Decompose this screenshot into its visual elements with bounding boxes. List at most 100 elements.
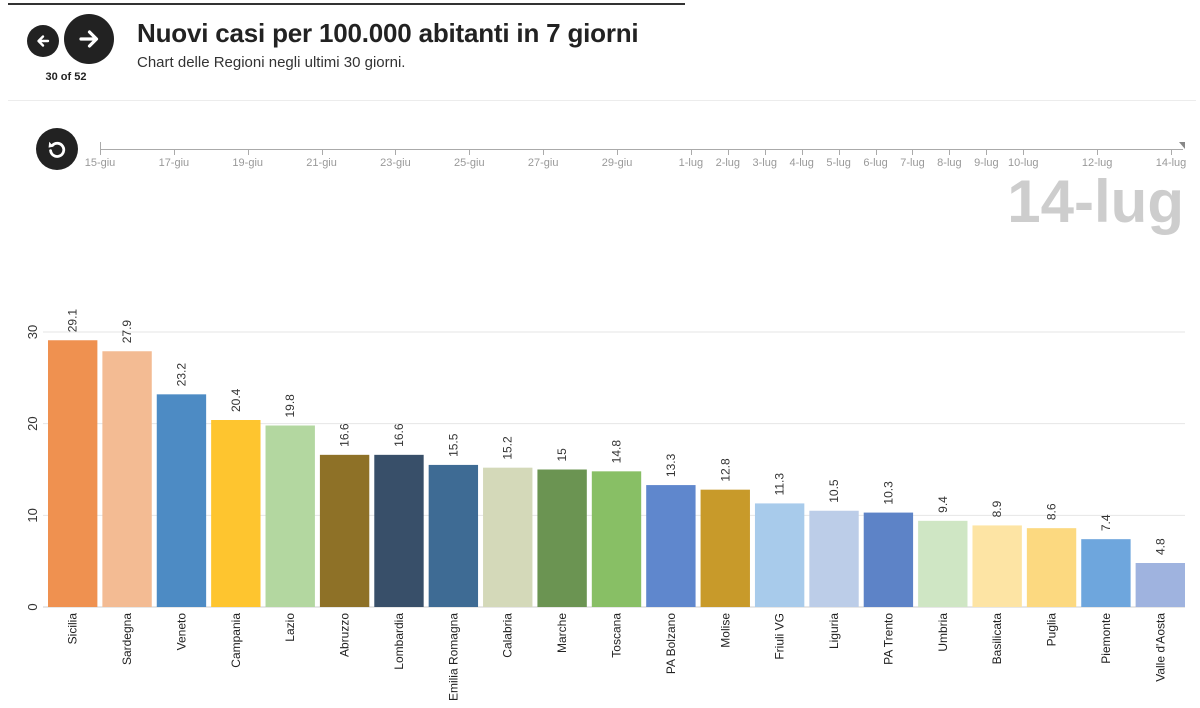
timeline-date-label[interactable]: 2-lug — [715, 157, 741, 169]
bar-value-label: 8.9 — [990, 500, 1004, 517]
bar-value-label: 8.6 — [1045, 503, 1059, 520]
bar — [918, 520, 968, 607]
timeline-tick — [100, 150, 101, 155]
timeline-date-label[interactable]: 7-lug — [900, 157, 925, 169]
timeline-tick — [395, 150, 397, 155]
timeline-date-label[interactable]: 25-giu — [454, 157, 485, 169]
timeline-date-label[interactable]: 19-giu — [232, 157, 264, 169]
category-label: Abruzzo — [338, 613, 352, 657]
bar — [156, 394, 207, 607]
timeline-tick — [1023, 150, 1025, 155]
next-button[interactable] — [64, 14, 114, 64]
timeline-tick — [543, 150, 545, 155]
timeline-tick — [838, 150, 840, 155]
bar — [483, 467, 533, 607]
timeline-tick — [173, 150, 175, 155]
previous-button[interactable] — [27, 25, 59, 57]
timeline-date-label[interactable]: 1-lug — [678, 157, 704, 169]
timeline-date-label[interactable]: 4-lug — [789, 157, 814, 169]
timeline-date-label[interactable]: 9-lug — [974, 157, 999, 169]
category-label: Calabria — [501, 613, 515, 658]
bar-value-label: 7.4 — [1099, 514, 1113, 531]
timeline-date-label[interactable]: 14-lug — [1155, 157, 1187, 169]
replay-button[interactable] — [36, 128, 78, 170]
bar — [48, 340, 98, 607]
timeline-date-label[interactable]: 8-lug — [937, 157, 962, 169]
timeline-tick — [617, 150, 619, 155]
bar-value-label: 27.9 — [120, 320, 134, 344]
bar-value-label: 4.8 — [1153, 538, 1167, 555]
timeline-tick — [986, 150, 988, 155]
bar — [428, 464, 479, 607]
category-label: Puglia — [1045, 613, 1059, 647]
bar — [863, 512, 914, 607]
timeline-handle[interactable] — [1179, 142, 1185, 149]
bar — [102, 351, 152, 607]
y-tick-label: 10 — [25, 508, 40, 522]
timeline-date-label[interactable]: 17-giu — [158, 157, 190, 169]
top-rule — [8, 3, 685, 5]
category-label: Molise — [718, 613, 732, 648]
category-label: Liguria — [827, 613, 841, 649]
category-label: PA Trento — [881, 613, 895, 665]
timeline-date-label[interactable]: 23-giu — [380, 157, 411, 169]
bar — [972, 525, 1022, 607]
bar — [265, 425, 315, 607]
timeline-tick — [1171, 150, 1172, 155]
timeline-tick — [727, 150, 729, 155]
timeline-date-label[interactable]: 29-giu — [601, 157, 633, 169]
timeline-tick — [949, 150, 951, 155]
bar — [754, 503, 805, 607]
y-tick-label: 0 — [25, 603, 40, 610]
timeline-track[interactable] — [100, 149, 1183, 150]
category-label: Toscana — [610, 613, 624, 658]
bar-value-label: 20.4 — [229, 388, 243, 412]
timeline-slider[interactable]: 15-giu 17-giu 19-giu 21-giu 23-giu 25-giu 27-g… — [0, 140, 1200, 180]
bar — [591, 471, 642, 607]
category-label: Veneto — [174, 613, 188, 651]
timeline-date-label[interactable]: 21-giu — [306, 157, 337, 169]
current-date-label: 14-lug — [1007, 168, 1184, 235]
bar-value-label: 11.3 — [773, 473, 787, 496]
timeline-tick — [1097, 150, 1099, 155]
arrow-right-icon — [76, 26, 102, 52]
bar — [211, 420, 261, 607]
timeline-date-label[interactable]: 12-lug — [1081, 157, 1113, 169]
arrow-left-icon — [35, 33, 51, 49]
bar-value-label: 14.8 — [610, 440, 624, 464]
bar-value-label: 29.1 — [66, 309, 80, 333]
bar-value-label: 23.2 — [174, 363, 188, 387]
bar — [646, 485, 696, 607]
timeline-date-label[interactable]: 10-lug — [1007, 157, 1039, 169]
replay-icon — [45, 137, 69, 161]
y-tick-label: 20 — [25, 416, 40, 430]
bar-value-label: 15 — [555, 448, 569, 462]
timeline-start-tick — [100, 142, 101, 150]
timeline-date-label[interactable]: 27-giu — [527, 157, 559, 169]
category-label: Lombardia — [392, 613, 406, 670]
category-label: Emilia Romagna — [446, 613, 460, 701]
header-divider — [8, 100, 1196, 101]
timeline-date-label[interactable]: 3-lug — [752, 157, 777, 169]
bar — [1081, 539, 1131, 607]
bar — [700, 489, 750, 607]
bar-value-label: 16.6 — [392, 423, 406, 447]
timeline-date-label[interactable]: 6-lug — [863, 157, 888, 169]
timeline-date-label[interactable]: 5-lug — [826, 157, 851, 169]
category-label: Sardegna — [120, 613, 134, 665]
category-label: Basilicata — [990, 613, 1004, 665]
category-label: PA Bolzano — [664, 613, 678, 674]
timeline-tick — [690, 150, 692, 155]
timeline-tick — [247, 150, 249, 155]
category-label: Lazio — [283, 613, 297, 642]
bar-value-label: 15.5 — [446, 433, 460, 457]
step-counter: 30 of 52 — [45, 71, 87, 83]
category-label: Campania — [229, 613, 243, 668]
category-label: Valle d'Aosta — [1153, 613, 1167, 682]
timeline-date-label[interactable]: 15-giu — [84, 157, 116, 169]
bar — [374, 454, 424, 607]
timeline-tick — [469, 150, 471, 155]
chart-subtitle: Chart delle Regioni negli ultimi 30 gior… — [137, 54, 406, 71]
bar-value-label: 16.6 — [338, 423, 352, 447]
